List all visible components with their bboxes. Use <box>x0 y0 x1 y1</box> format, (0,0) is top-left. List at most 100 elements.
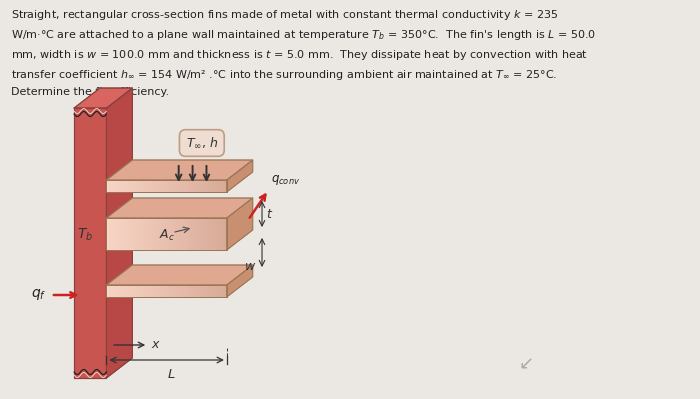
Bar <box>143 218 147 250</box>
Bar <box>116 218 120 250</box>
Bar <box>164 180 168 192</box>
Bar <box>178 218 183 250</box>
Bar <box>188 285 192 297</box>
Bar <box>122 180 126 192</box>
Bar <box>130 285 135 297</box>
Bar <box>197 218 201 250</box>
Bar <box>125 180 129 192</box>
Bar <box>158 285 162 297</box>
Bar <box>173 285 177 297</box>
Bar <box>199 218 204 250</box>
Text: $T_{\infty}$, $h$: $T_{\infty}$, $h$ <box>186 136 218 150</box>
Text: $q_{conv}$: $q_{conv}$ <box>272 173 300 187</box>
Bar <box>215 285 219 297</box>
Bar <box>118 285 123 297</box>
Bar <box>130 180 135 192</box>
Bar <box>169 218 174 250</box>
Bar <box>143 285 147 297</box>
Polygon shape <box>106 160 253 180</box>
Text: $x$: $x$ <box>151 338 161 352</box>
Bar <box>209 285 214 297</box>
Bar <box>188 218 192 250</box>
Bar <box>182 218 186 250</box>
Bar <box>113 180 117 192</box>
Text: $w$: $w$ <box>244 260 257 273</box>
Bar <box>167 180 171 192</box>
Bar <box>113 218 117 250</box>
Bar <box>190 285 195 297</box>
Bar <box>146 285 150 297</box>
Bar <box>160 180 165 192</box>
Bar <box>116 285 120 297</box>
Bar <box>185 285 189 297</box>
Bar <box>164 218 168 250</box>
Bar <box>185 218 189 250</box>
Bar <box>146 218 150 250</box>
Bar <box>212 218 216 250</box>
Bar <box>212 285 216 297</box>
Bar <box>155 180 159 192</box>
Bar <box>139 180 144 192</box>
Bar <box>155 285 159 297</box>
Bar <box>182 180 186 192</box>
Bar <box>188 180 192 192</box>
Bar <box>215 218 219 250</box>
Bar <box>122 218 126 250</box>
Bar <box>169 285 174 297</box>
Bar <box>106 180 111 192</box>
Bar <box>194 180 198 192</box>
Bar <box>194 285 198 297</box>
Bar <box>209 218 214 250</box>
Bar <box>178 180 183 192</box>
Bar <box>113 285 117 297</box>
Bar <box>203 180 207 192</box>
Bar <box>122 285 126 297</box>
Text: Straight, rectangular cross-section fins made of metal with constant thermal con: Straight, rectangular cross-section fins… <box>11 8 596 97</box>
Bar <box>152 285 156 297</box>
Bar <box>130 218 135 250</box>
Bar <box>155 218 159 250</box>
Text: $L$: $L$ <box>167 368 176 381</box>
Bar <box>176 180 180 192</box>
Bar <box>176 218 180 250</box>
Polygon shape <box>106 198 253 218</box>
Bar <box>167 285 171 297</box>
Text: ↙: ↙ <box>519 356 533 374</box>
Bar <box>212 180 216 192</box>
Bar <box>203 218 207 250</box>
Bar <box>136 180 141 192</box>
Bar <box>167 218 171 250</box>
Bar <box>220 285 225 297</box>
Bar <box>136 218 141 250</box>
Bar <box>136 285 141 297</box>
Bar <box>215 180 219 192</box>
Bar <box>125 218 129 250</box>
Bar <box>224 180 228 192</box>
Bar <box>106 285 111 297</box>
Bar <box>146 180 150 192</box>
Bar <box>134 285 138 297</box>
Bar <box>178 285 183 297</box>
Bar <box>127 285 132 297</box>
Bar <box>152 180 156 192</box>
Text: $t$: $t$ <box>266 207 273 221</box>
Bar <box>134 180 138 192</box>
Bar <box>116 180 120 192</box>
Text: $T_b$: $T_b$ <box>77 227 93 243</box>
Bar <box>224 285 228 297</box>
Polygon shape <box>227 198 253 250</box>
Bar <box>152 218 156 250</box>
Bar <box>109 218 114 250</box>
Bar <box>190 180 195 192</box>
Polygon shape <box>106 265 253 285</box>
Bar <box>127 218 132 250</box>
Text: $A_c$: $A_c$ <box>159 228 174 243</box>
Bar <box>158 218 162 250</box>
Bar <box>148 218 153 250</box>
Bar <box>206 285 210 297</box>
Bar <box>185 180 189 192</box>
Bar <box>158 180 162 192</box>
Polygon shape <box>74 88 132 108</box>
Bar <box>143 180 147 192</box>
Bar <box>109 180 114 192</box>
